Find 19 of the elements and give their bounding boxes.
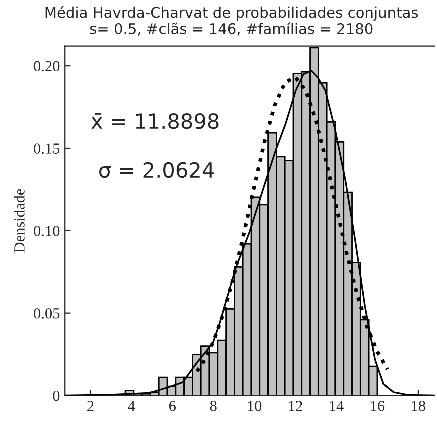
annotation: σ = 2.0624 [100, 162, 214, 178]
x-tick-label: 10 [248, 401, 262, 412]
chart-title: Média Havrda-Charvat de probabilidades conjuntas [46, 6, 418, 22]
x-tick-label: 2 [88, 401, 94, 412]
x-tick-label: 12 [289, 401, 302, 412]
y-tick-label: 0.15 [34, 144, 60, 154]
y-tick-label: 0.20 [34, 61, 60, 72]
y-tick-label: 0.05 [34, 308, 60, 319]
x-tick-label: 6 [169, 401, 176, 412]
x-tick-label: 4 [128, 401, 136, 412]
x-tick-label: 8 [210, 401, 217, 412]
x-tick-label: 16 [371, 401, 385, 412]
x-tick-label: 14 [330, 401, 344, 412]
y-tick-label: 0 [53, 390, 60, 402]
x-tick-label: 18 [412, 401, 426, 412]
annotation: x̄ = 11.8898 [92, 113, 219, 130]
y-axis-title: Densidade [14, 189, 25, 253]
chart-subtitle: s= 0.5, #clãs = 146, #famílias = 2180 [90, 22, 373, 36]
y-tick-label: 0.10 [34, 226, 60, 236]
